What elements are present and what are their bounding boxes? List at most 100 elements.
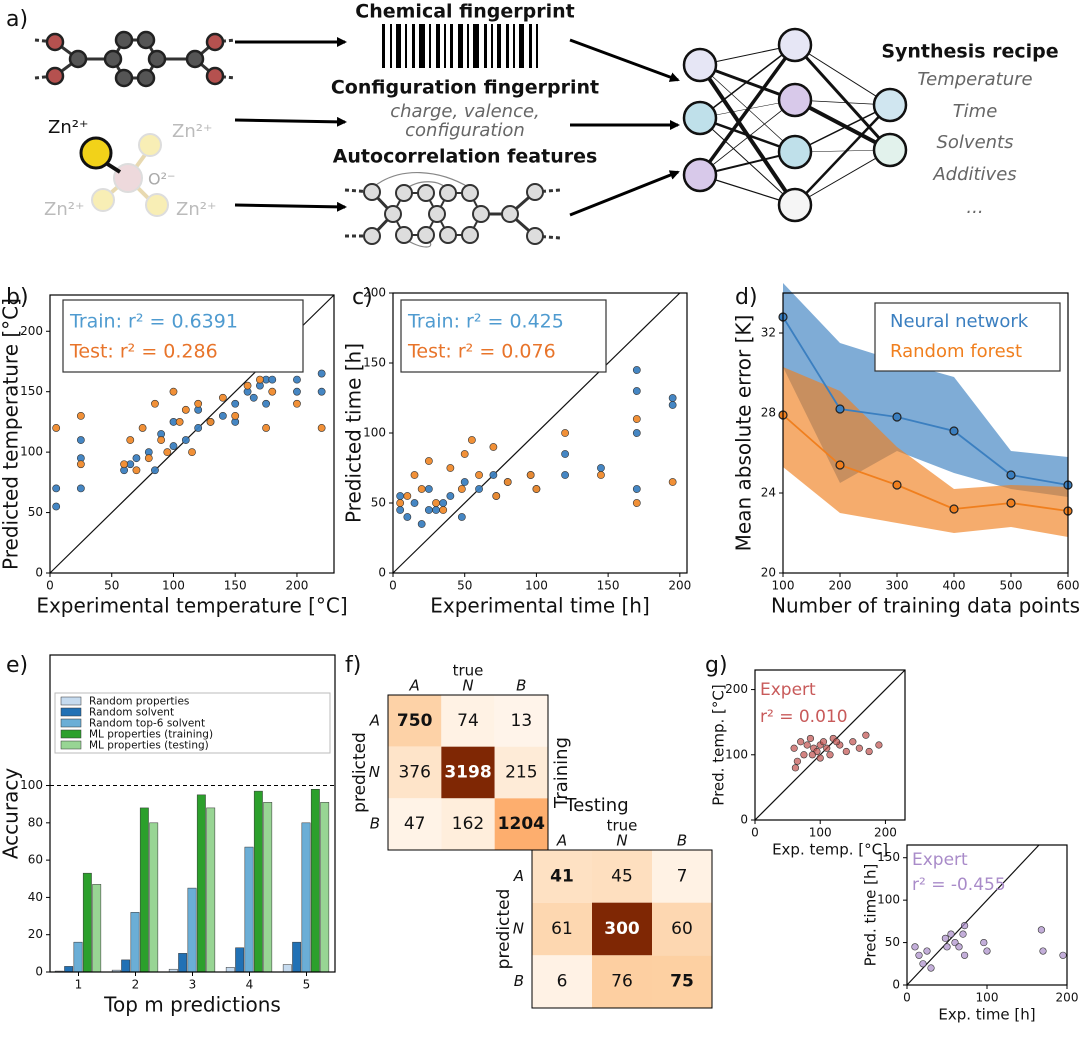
y-tick-label: 200 (20, 324, 43, 338)
point (826, 751, 834, 759)
point (424, 506, 433, 514)
y-tick-label: 200 (725, 682, 748, 696)
connection (699, 44, 796, 119)
column-label: A (556, 832, 567, 850)
point (151, 399, 159, 408)
point (960, 951, 969, 959)
bar-stripe (458, 24, 463, 68)
x-tick-label: 200 (874, 826, 897, 840)
panel-label: a) (6, 7, 28, 32)
heatmap-cell (441, 798, 495, 850)
bar-stripe (467, 24, 469, 68)
cell-label: 41 (550, 866, 574, 886)
point (1059, 951, 1067, 959)
x-axis-label: Experimental time [h] (430, 594, 650, 618)
annotation: r² = 0.010 (760, 707, 848, 727)
point (503, 478, 512, 486)
annotation: Train: r² = 0.6391 (69, 311, 238, 333)
y-tick-label: 0 (740, 813, 748, 827)
cell-label: 61 (551, 919, 573, 939)
bar-stripe (519, 24, 524, 68)
point (597, 464, 605, 472)
neuron (777, 187, 813, 223)
legend-label: Random solvent (89, 707, 174, 719)
point (231, 411, 240, 420)
y-tick-label: 50 (371, 496, 386, 510)
heading: Autocorrelation features (333, 146, 598, 168)
neuron (777, 82, 813, 118)
point (396, 499, 405, 507)
y-tick-label: 50 (28, 505, 43, 519)
point (489, 471, 498, 479)
point (262, 424, 270, 432)
point (561, 429, 569, 437)
point (475, 471, 483, 479)
heatmap-cell (532, 902, 592, 956)
heatmap-cell (494, 798, 548, 850)
connection (793, 43, 892, 152)
point (561, 450, 569, 458)
legend-swatch (60, 740, 82, 750)
bar (73, 941, 83, 973)
legend-label: Random top-6 solvent (89, 718, 205, 730)
y-tick-label: 0 (35, 965, 43, 979)
ion-label: Zn²⁺ (44, 199, 84, 220)
x-tick-label: 0 (46, 579, 54, 593)
y-tick-label: 0 (378, 566, 386, 580)
bar (64, 966, 74, 973)
bar-stripe (491, 24, 493, 68)
point (188, 448, 196, 457)
bar-stripe (405, 24, 407, 68)
neural-network (682, 27, 908, 223)
bar (292, 941, 302, 973)
bar (263, 802, 273, 973)
x-tick-label: 200 (668, 579, 691, 593)
cell-label: 7 (677, 866, 688, 886)
legend-label: Neural network (890, 311, 1029, 332)
heatmap-cell (388, 695, 442, 747)
point (865, 747, 873, 756)
point (403, 513, 412, 521)
heading: Configuration fingerprint (331, 77, 599, 99)
cell-label: 300 (604, 919, 640, 939)
bar-stripe (382, 24, 385, 68)
heatmap-cell (388, 746, 442, 799)
heatmap-cell (592, 850, 652, 903)
point (317, 369, 326, 378)
x-tick-label: 0 (751, 826, 759, 840)
heatmap-cell (652, 850, 712, 903)
connection (794, 44, 891, 106)
identity-line (754, 669, 906, 821)
y-tick-label: 24 (761, 486, 776, 500)
bar (121, 959, 131, 973)
x-tick-label: 100 (772, 579, 795, 593)
point (819, 738, 828, 746)
y-axis-label: Pred. time [h] (862, 864, 880, 967)
cell-label: 75 (670, 972, 694, 992)
bar (82, 872, 92, 973)
annotation: Test: r² = 0.076 (407, 341, 556, 363)
metal-site (79, 133, 169, 217)
marker (835, 460, 845, 470)
bar-stripe (419, 24, 425, 68)
heatmap-frame (387, 694, 549, 851)
heatmap-cell (494, 695, 548, 747)
point (446, 492, 455, 500)
heatmap-cell (388, 798, 442, 850)
point (823, 744, 831, 752)
bar-stripe (529, 24, 532, 68)
ion-label: Zn²⁺ (48, 117, 88, 138)
x-tick-label: 1 (75, 978, 83, 992)
x-tick-label: 100 (525, 579, 548, 593)
marker (949, 504, 959, 514)
point (668, 401, 677, 409)
x-axis-label: Experimental temperature [°C] (36, 594, 347, 618)
annotation: Train: r² = 0.425 (407, 311, 564, 333)
legend-box (54, 692, 331, 754)
cell-label: 74 (457, 711, 479, 731)
bar (196, 794, 206, 973)
axes-frame (392, 292, 688, 574)
y-tick-label: 100 (20, 445, 43, 459)
connection (794, 98, 891, 152)
bar (178, 953, 188, 973)
